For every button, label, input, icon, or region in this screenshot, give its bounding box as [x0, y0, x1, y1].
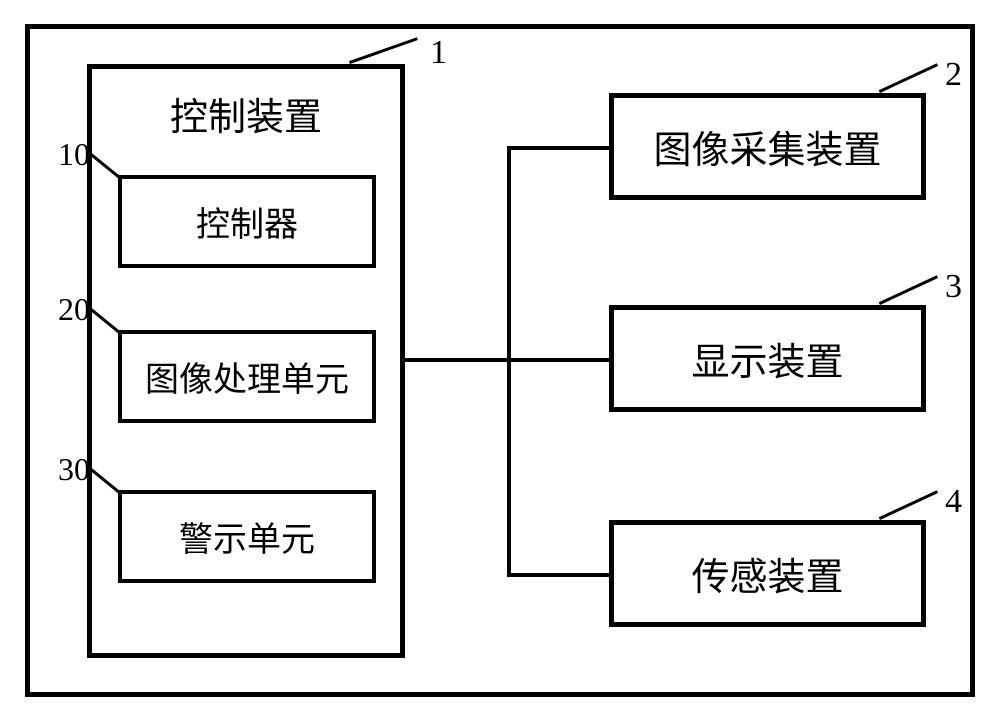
image_processing-text: 图像处理单元 — [145, 352, 349, 401]
sensor_device-number-label: 4 — [945, 483, 962, 521]
alert_unit-number-label: 30 — [58, 451, 90, 488]
alert_unit-box: 警示单元 — [118, 490, 376, 583]
bus-left-branch — [405, 358, 511, 362]
bus-right-branch-2 — [507, 358, 609, 362]
diagram-canvas: 控制装置 1 控制器 10 图像处理单元 20 警示单元 30 图像采集装置 2 显示装置 3 传… — [0, 0, 1000, 721]
bus-right-branch-3 — [507, 573, 609, 577]
display_device-box: 显示装置 — [609, 305, 926, 412]
control-device-title: 控制装置 — [87, 86, 405, 141]
image_capture-text: 图像采集装置 — [653, 119, 881, 174]
display_device-text: 显示装置 — [691, 331, 843, 386]
bus-right-branch-1 — [507, 146, 609, 150]
image_capture-box: 图像采集装置 — [609, 93, 926, 200]
controller-text: 控制器 — [196, 197, 298, 246]
alert_unit-text: 警示单元 — [179, 512, 315, 561]
display_device-number-label: 3 — [945, 268, 962, 306]
control-device-number-label: 1 — [430, 34, 447, 72]
image_processing-box: 图像处理单元 — [118, 330, 376, 423]
controller-number-label: 10 — [58, 136, 90, 173]
image_capture-number-label: 2 — [945, 56, 962, 94]
image_processing-number-label: 20 — [58, 291, 90, 328]
sensor_device-box: 传感装置 — [609, 520, 926, 627]
sensor_device-text: 传感装置 — [691, 546, 843, 601]
controller-box: 控制器 — [118, 175, 376, 268]
